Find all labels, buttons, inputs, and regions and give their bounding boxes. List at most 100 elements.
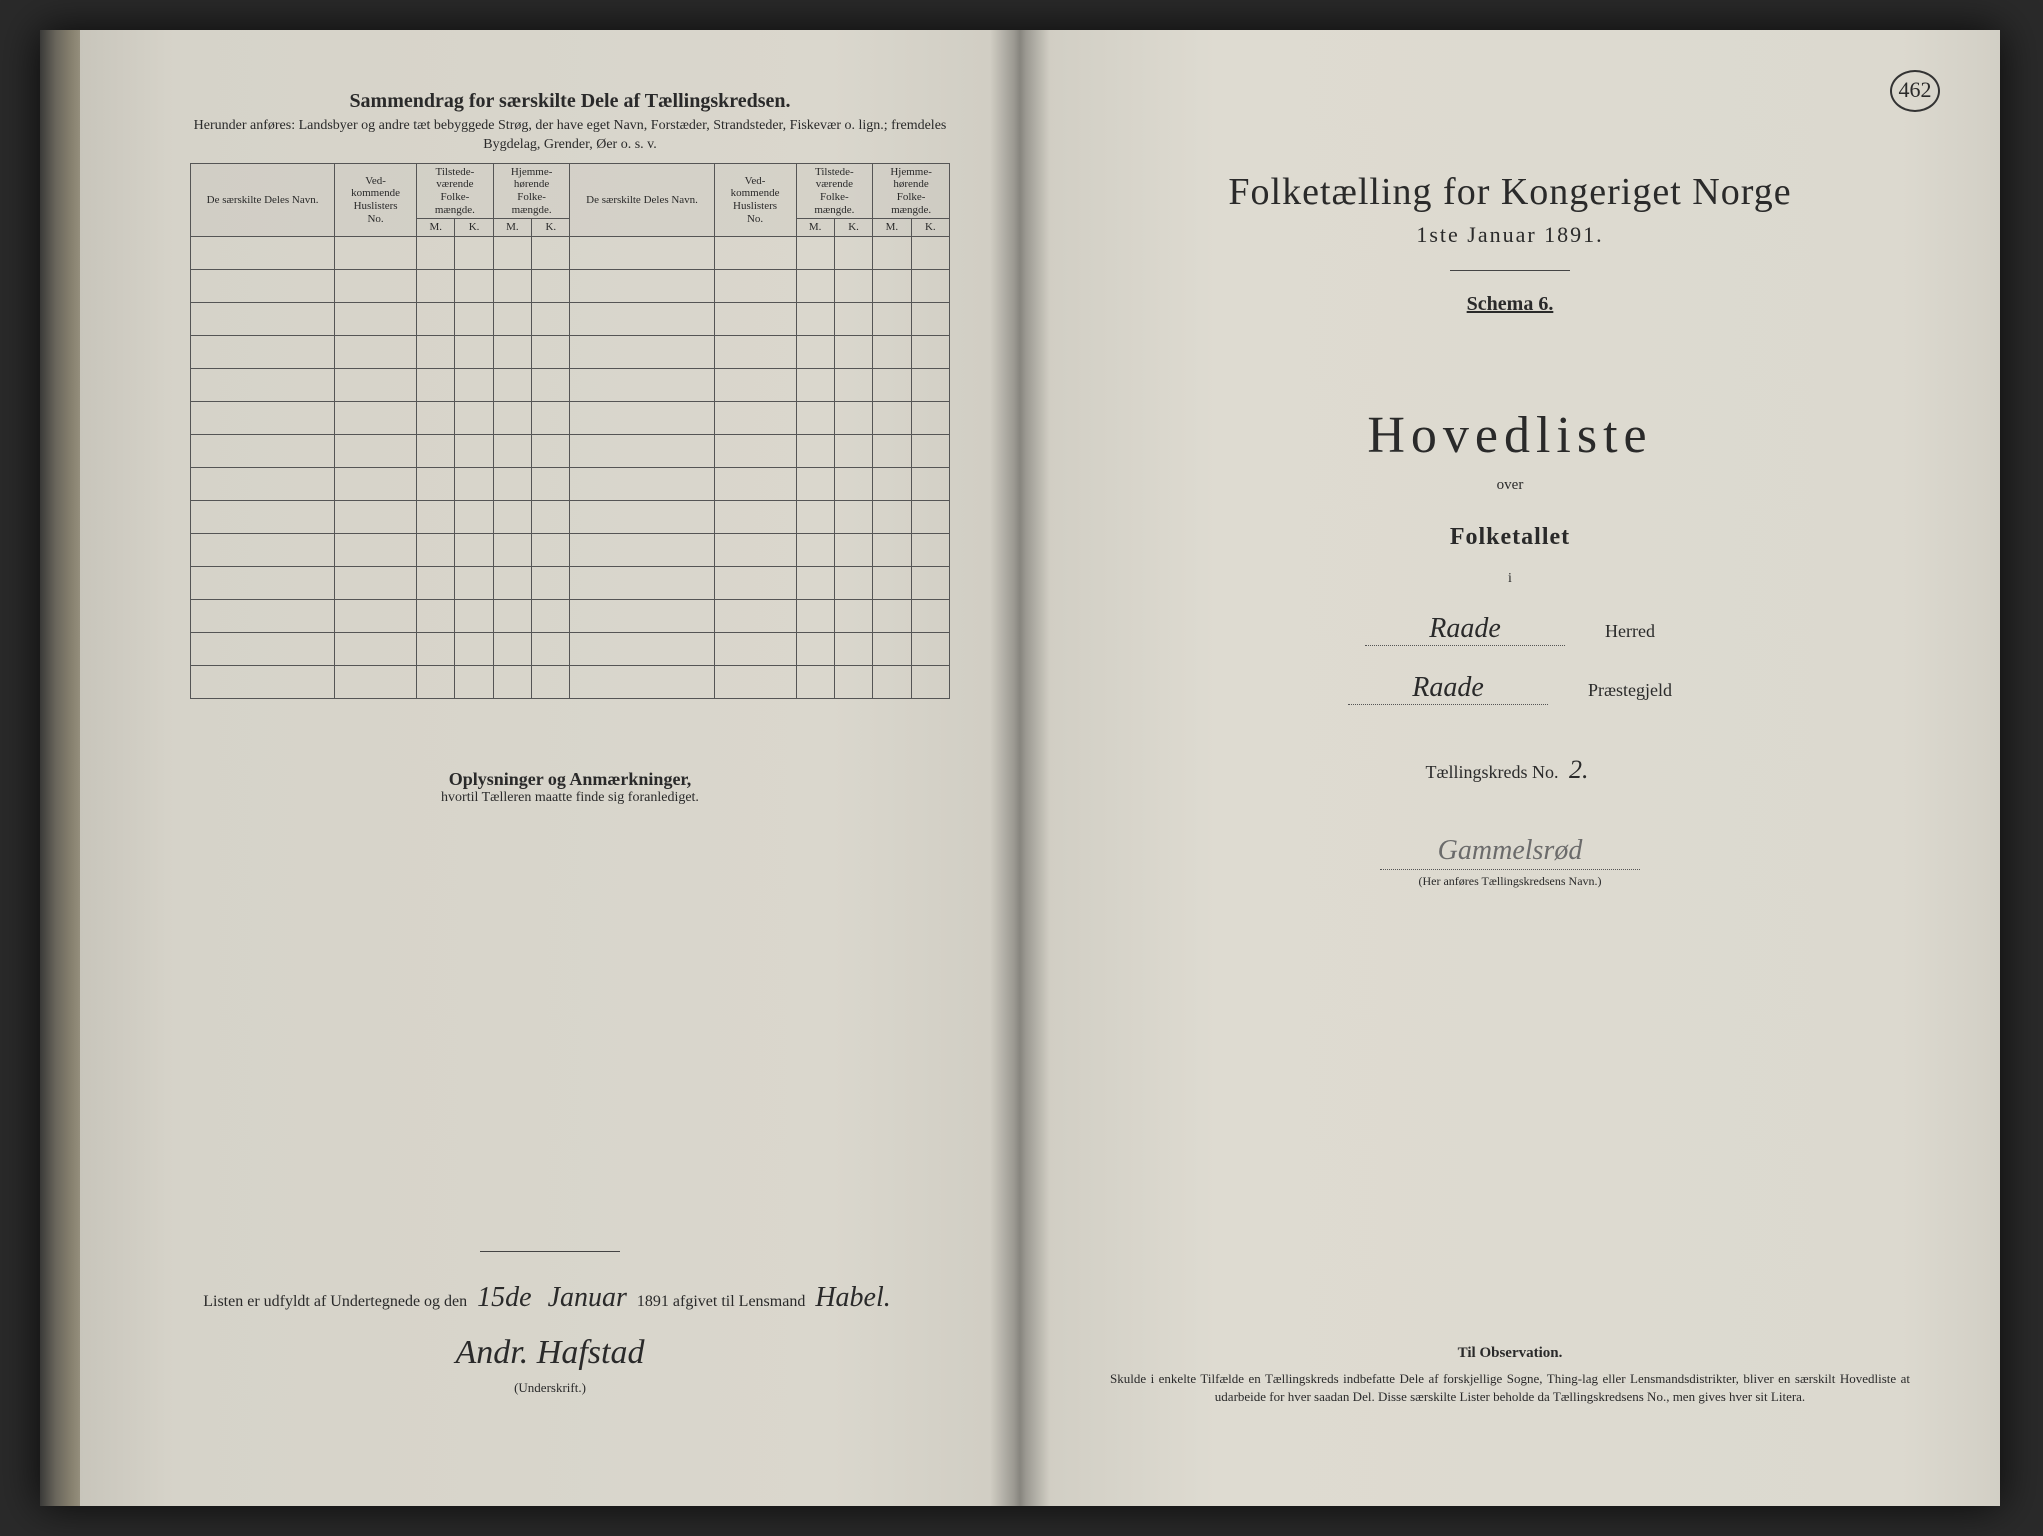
table-cell — [796, 665, 834, 698]
table-cell — [911, 401, 949, 434]
table-cell — [911, 434, 949, 467]
table-row — [191, 236, 950, 269]
table-cell — [335, 467, 417, 500]
table-cell — [335, 302, 417, 335]
table-cell — [834, 500, 872, 533]
table-cell — [834, 632, 872, 665]
table-cell — [796, 236, 834, 269]
tkreds-label: Tællingskreds No. — [1426, 762, 1564, 782]
praestegjeld-hand: Raade — [1406, 672, 1490, 703]
sub-m: M. — [873, 219, 911, 237]
table-cell — [532, 401, 570, 434]
hovedliste-heading: Hovedliste — [1110, 406, 1910, 465]
table-cell — [417, 236, 455, 269]
table-cell — [714, 599, 796, 632]
page-number-circled: 462 — [1890, 70, 1940, 112]
table-cell — [570, 335, 714, 368]
i-label: i — [1110, 571, 1910, 587]
census-date: 1ste Januar 1891. — [1110, 222, 1910, 248]
table-cell — [834, 599, 872, 632]
table-cell — [714, 236, 796, 269]
table-cell — [796, 269, 834, 302]
table-cell — [834, 566, 872, 599]
col-navn-2: De særskilte Deles Navn. — [570, 163, 714, 236]
table-cell — [493, 434, 531, 467]
table-cell — [532, 302, 570, 335]
table-cell — [191, 632, 335, 665]
table-row — [191, 368, 950, 401]
table-cell — [455, 467, 493, 500]
table-row — [191, 632, 950, 665]
table-cell — [570, 467, 714, 500]
table-cell — [911, 632, 949, 665]
table-cell — [796, 368, 834, 401]
table-cell — [873, 467, 911, 500]
table-cell — [455, 368, 493, 401]
table-cell — [455, 500, 493, 533]
table-cell — [532, 632, 570, 665]
table-cell — [834, 533, 872, 566]
table-cell — [335, 401, 417, 434]
table-cell — [493, 467, 531, 500]
table-cell — [335, 236, 417, 269]
table-cell — [335, 269, 417, 302]
col-hjemme-1: Hjemme- hørende Folke- mængde. — [493, 163, 570, 219]
schema-label: Schema 6. — [1110, 293, 1910, 316]
table-cell — [796, 632, 834, 665]
table-cell — [911, 269, 949, 302]
table-cell — [570, 302, 714, 335]
table-cell — [335, 434, 417, 467]
table-cell — [873, 566, 911, 599]
table-cell — [834, 269, 872, 302]
table-cell — [834, 302, 872, 335]
table-cell — [455, 599, 493, 632]
table-cell — [335, 566, 417, 599]
summary-table-body — [191, 236, 950, 698]
table-cell — [417, 302, 455, 335]
table-cell — [532, 665, 570, 698]
kredsnavn-hand: Gammelsrød — [1432, 835, 1589, 866]
table-cell — [570, 269, 714, 302]
table-cell — [493, 632, 531, 665]
table-cell — [417, 533, 455, 566]
signature-block: Listen er udfyldt af Undertegnede og den… — [80, 1251, 1020, 1396]
table-cell — [335, 632, 417, 665]
table-cell — [570, 434, 714, 467]
table-cell — [417, 632, 455, 665]
table-cell — [493, 665, 531, 698]
table-cell — [796, 599, 834, 632]
herred-label: Herred — [1605, 621, 1655, 642]
col-hjemme-2: Hjemme- hørende Folke- mængde. — [873, 163, 950, 219]
table-cell — [796, 533, 834, 566]
table-cell — [191, 368, 335, 401]
sub-m: M. — [796, 219, 834, 237]
table-cell — [335, 368, 417, 401]
table-cell — [493, 302, 531, 335]
oplys-sub: hvortil Tælleren maatte finde sig foranl… — [190, 790, 950, 806]
table-cell — [417, 599, 455, 632]
table-cell — [714, 434, 796, 467]
table-row — [191, 566, 950, 599]
table-cell — [873, 401, 911, 434]
praestegjeld-row: Raade Præstegjeld — [1110, 672, 1910, 705]
table-cell — [335, 500, 417, 533]
table-cell — [570, 632, 714, 665]
table-cell — [455, 434, 493, 467]
table-cell — [455, 302, 493, 335]
table-cell — [455, 269, 493, 302]
table-cell — [834, 434, 872, 467]
table-cell — [191, 302, 335, 335]
table-cell — [873, 533, 911, 566]
table-cell — [455, 533, 493, 566]
table-cell — [714, 335, 796, 368]
table-row — [191, 533, 950, 566]
table-cell — [532, 335, 570, 368]
table-cell — [834, 665, 872, 698]
table-cell — [570, 368, 714, 401]
table-cell — [911, 665, 949, 698]
table-cell — [455, 401, 493, 434]
table-cell — [911, 467, 949, 500]
table-cell — [834, 401, 872, 434]
table-cell — [714, 566, 796, 599]
table-cell — [714, 500, 796, 533]
